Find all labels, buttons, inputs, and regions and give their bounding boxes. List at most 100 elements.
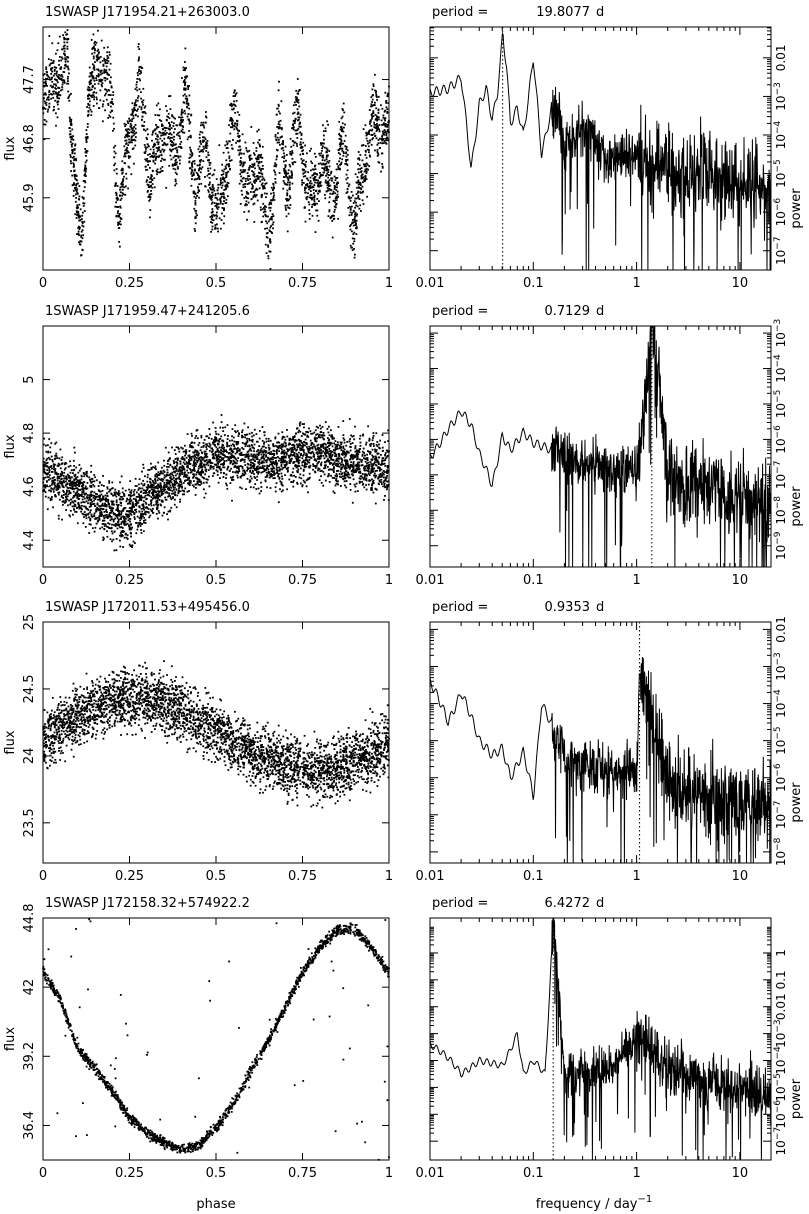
flux-point	[377, 452, 380, 455]
flux-point	[87, 95, 89, 98]
flux-point	[73, 169, 76, 172]
flux-point	[199, 161, 202, 163]
flux-point	[352, 435, 355, 437]
flux-point	[277, 103, 280, 106]
flux-point	[223, 168, 226, 171]
flux-point	[118, 214, 120, 217]
flux-point	[275, 469, 278, 471]
flux-point	[181, 493, 184, 496]
flux-point	[142, 111, 145, 114]
flux-point	[173, 484, 176, 486]
flux-point	[81, 224, 84, 227]
flux-point	[342, 130, 345, 133]
flux-point	[131, 148, 134, 150]
flux-point	[290, 145, 293, 148]
flux-point	[57, 108, 60, 110]
flux-point	[188, 119, 191, 122]
flux-point	[161, 490, 164, 493]
flux-point	[172, 144, 175, 146]
flux-point	[207, 189, 210, 192]
flux-point	[214, 226, 217, 229]
flux-point	[295, 452, 298, 455]
flux-point	[119, 526, 121, 529]
flux-point	[372, 85, 375, 87]
flux-point	[249, 447, 252, 450]
flux-point	[189, 167, 192, 169]
flux-point	[55, 112, 57, 115]
flux-point	[357, 157, 359, 160]
flux-point	[386, 95, 389, 98]
flux-point	[156, 134, 159, 136]
flux-point	[160, 120, 163, 122]
flux-point	[344, 123, 346, 126]
flux-point	[65, 462, 68, 465]
flux-point	[147, 133, 149, 136]
flux-point	[67, 60, 69, 63]
flux-point	[345, 151, 347, 154]
flux-point	[195, 171, 198, 174]
flux-point	[109, 82, 112, 84]
flux-point	[194, 230, 196, 232]
flux-point	[299, 421, 302, 424]
flux-point	[252, 486, 255, 489]
flux-point	[77, 215, 80, 217]
flux-point	[67, 504, 69, 507]
flux-point	[62, 479, 65, 482]
flux-point	[196, 173, 199, 176]
flux-point	[69, 471, 72, 474]
flux-point	[246, 433, 249, 436]
flux-point	[232, 475, 235, 478]
flux-point	[124, 125, 126, 128]
flux-point	[97, 82, 100, 85]
flux-point	[258, 166, 261, 169]
flux-point	[252, 142, 255, 144]
flux-point	[334, 440, 337, 442]
flux-point	[209, 162, 212, 164]
flux-point	[346, 462, 349, 465]
flux-point	[265, 232, 268, 235]
flux-point	[159, 503, 162, 506]
flux-point	[133, 162, 135, 165]
flux-point	[52, 60, 55, 62]
y-tick-label-exp: −5	[773, 159, 783, 172]
flux-point	[171, 490, 174, 492]
flux-point	[183, 87, 185, 90]
flux-point	[152, 497, 154, 500]
flux-point	[377, 461, 380, 463]
flux-point	[333, 186, 336, 189]
flux-point	[94, 49, 96, 52]
flux-point	[100, 80, 103, 82]
flux-point	[250, 453, 253, 456]
flux-point	[147, 160, 150, 163]
flux-point	[71, 149, 73, 151]
flux-point	[159, 483, 162, 486]
flux-point	[162, 158, 165, 161]
flux-point	[56, 116, 59, 119]
flux-point	[91, 527, 94, 530]
flux-point	[258, 445, 261, 447]
flux-point	[171, 115, 174, 118]
flux-point	[383, 122, 385, 125]
flux-point	[388, 131, 390, 134]
flux-point	[229, 140, 231, 143]
flux-point	[52, 92, 55, 95]
flux-point	[148, 199, 151, 202]
flux-point	[325, 167, 328, 169]
flux-point	[83, 220, 86, 223]
flux-point	[334, 199, 337, 202]
flux-point	[290, 438, 293, 441]
flux-point	[352, 202, 355, 204]
flux-point	[215, 205, 218, 207]
flux-point	[319, 190, 321, 193]
flux-point	[114, 517, 116, 520]
flux-point	[78, 234, 80, 237]
flux-point	[53, 66, 56, 69]
flux-point	[376, 441, 379, 443]
flux-point	[224, 165, 227, 168]
flux-point	[151, 183, 154, 185]
flux-point	[302, 172, 305, 175]
flux-point	[171, 141, 173, 143]
flux-point	[154, 159, 157, 161]
flux-point	[49, 84, 52, 87]
flux-point	[345, 178, 348, 181]
